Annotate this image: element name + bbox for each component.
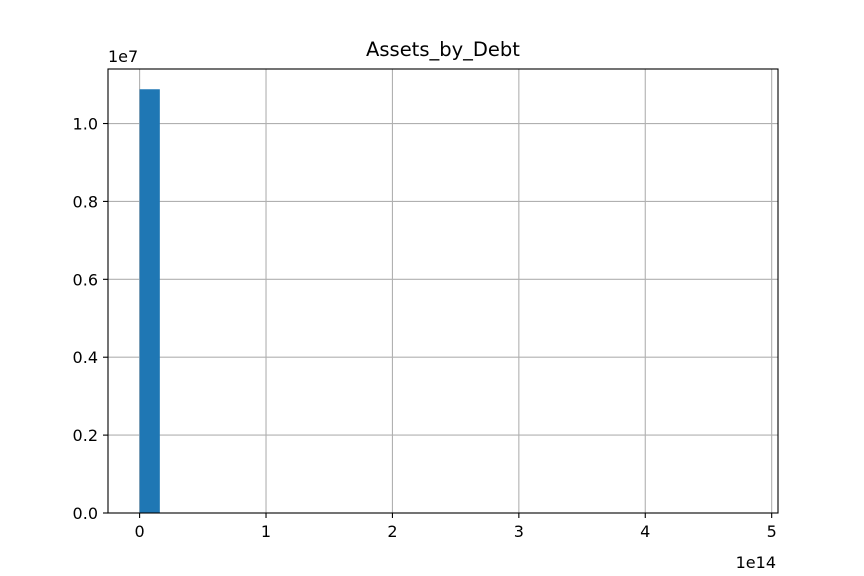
y-tick-label: 0.6 [73,270,98,289]
x-tick-label: 2 [387,522,397,541]
y-tick-label: 0.2 [73,426,98,445]
x-tick-label: 1 [261,522,271,541]
y-tick-label: 1.0 [73,115,98,134]
ticks-layer: 0 1 2 3 4 5 0.0 0.2 0.4 0.6 0.8 1.0 [73,115,777,541]
x-tick-label: 5 [767,522,777,541]
x-tick-label: 0 [135,522,145,541]
y-tick-label: 0.0 [73,504,98,523]
x-tick-label: 4 [640,522,650,541]
bars-layer [139,89,160,514]
axes-frame [107,68,779,514]
y-tick-label: 0.8 [73,192,98,211]
y-axis-offset-label: 1e7 [108,47,138,66]
y-tick-label: 0.4 [73,348,98,367]
chart-title: Assets_by_Debt [366,38,520,61]
histogram-bar [139,89,160,514]
x-axis-offset-label: 1e14 [736,553,776,572]
x-tick-label: 3 [514,522,524,541]
